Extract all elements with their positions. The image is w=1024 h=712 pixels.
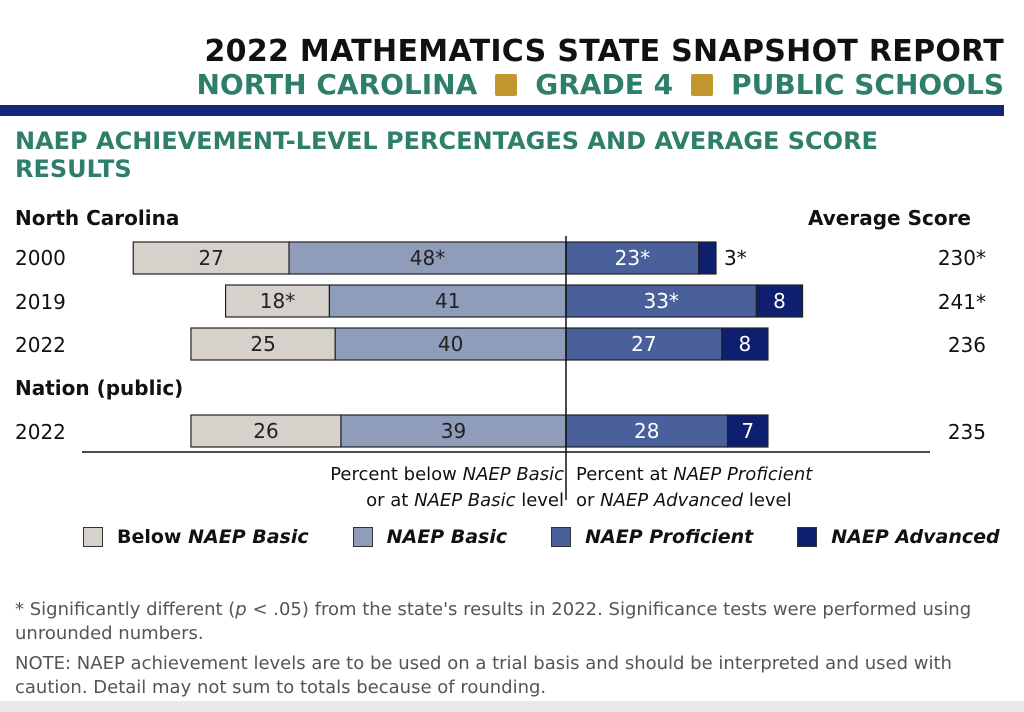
significance-footnote: * Significantly different (p < .05) from…: [15, 599, 972, 644]
schools-label: PUBLIC SCHOOLS: [731, 68, 1004, 101]
grade-label: GRADE 4: [535, 68, 674, 101]
group-label-nation: Nation (public): [15, 376, 184, 400]
year-label: 2000: [15, 246, 66, 270]
average-score-header: Average Score: [808, 206, 971, 230]
data-label: 41: [435, 289, 460, 313]
bar-segment-advanced: [721, 327, 769, 361]
caption-proficient-advanced: Percent at NAEP Proficient or NAEP Advan…: [576, 464, 813, 511]
average-score: 235: [947, 420, 986, 444]
bar-segment-advanced: [755, 284, 804, 318]
data-label: 28: [634, 419, 659, 443]
separator-square-icon: [495, 73, 518, 96]
data-label: 25: [250, 332, 275, 356]
bar-segment-basic: [288, 241, 567, 275]
report-title: 2022 MATHEMATICS STATE SNAPSHOT REPORT: [204, 34, 1004, 69]
note-footnote: NOTE: NAEP achievement levels are to be …: [15, 653, 952, 698]
legend-swatch: [551, 527, 572, 547]
data-label: 33*: [643, 289, 678, 313]
separator-square-icon: [691, 73, 714, 96]
bar-segment-proficient: [565, 327, 723, 361]
section-title: NAEP ACHIEVEMENT-LEVEL PERCENTAGES AND A…: [15, 127, 878, 183]
average-score: 241*: [937, 290, 986, 314]
bar-segment-proficient: [565, 284, 758, 318]
legend-swatch: [83, 527, 103, 547]
year-label: 2019: [15, 290, 66, 314]
legend-item-basic: NAEP Basic: [352, 526, 507, 548]
data-label: 18*: [260, 289, 295, 313]
data-label: 27: [631, 332, 656, 356]
legend-item-proficient: NAEP Proficient: [551, 526, 753, 548]
data-label: 8: [773, 289, 786, 313]
state-name: NORTH CAROLINA: [196, 68, 478, 101]
data-label: 23*: [615, 246, 650, 270]
bar-segment-below-basic: [190, 327, 336, 361]
caption-below-basic: Percent below NAEP Basic or at NAEP Basi…: [330, 464, 564, 511]
group-label-state: North Carolina: [15, 206, 180, 230]
data-label: 3*: [724, 246, 747, 270]
chart-legend: Below NAEP Basic NAEP Basic NAEP Profici…: [83, 526, 1024, 548]
bar-segment-advanced: [698, 241, 717, 275]
bar-segment-below-basic: [224, 284, 331, 318]
header-rule: [0, 105, 1004, 116]
report-subtitle: NORTH CAROLINA GRADE 4 PUBLIC SCHOOLS: [197, 68, 1005, 101]
bottom-band: [0, 701, 1024, 712]
legend-item-below-basic: Below NAEP Basic: [83, 526, 309, 548]
legend-swatch: [797, 527, 818, 547]
year-label: 2022: [15, 420, 66, 444]
data-label: 27: [198, 246, 223, 270]
data-label: 7: [741, 419, 754, 443]
data-label: 39: [441, 419, 466, 443]
bar-segment-advanced: [726, 414, 769, 448]
bar-segment-basic: [340, 414, 567, 448]
data-label: 26: [253, 419, 278, 443]
data-label: 8: [739, 332, 752, 356]
data-label: 48*: [410, 246, 445, 270]
average-score: 230*: [937, 246, 986, 270]
year-label: 2022: [15, 333, 66, 357]
average-score: 236: [947, 333, 986, 357]
data-label: 40: [438, 332, 463, 356]
bar-segment-basic: [328, 284, 567, 318]
legend-swatch: [352, 527, 373, 547]
bar-segment-proficient: [565, 414, 729, 448]
legend-item-advanced: NAEP Advanced: [797, 526, 1000, 548]
bar-segment-basic: [334, 327, 567, 361]
